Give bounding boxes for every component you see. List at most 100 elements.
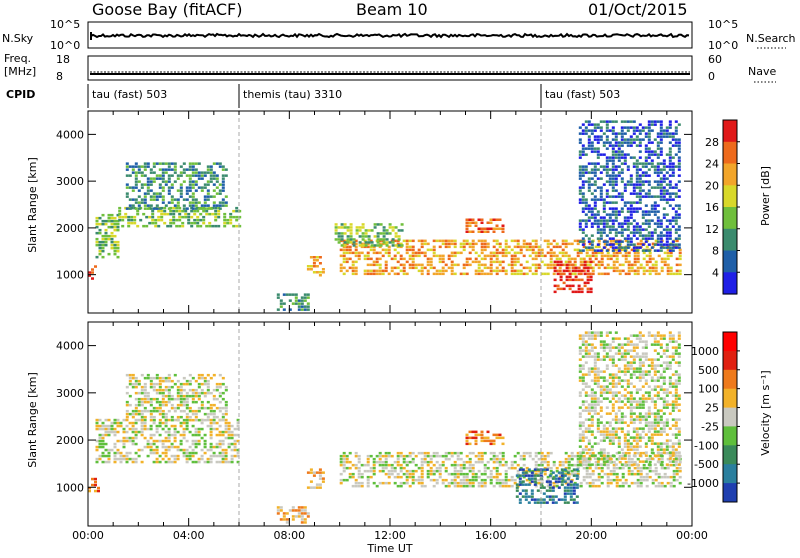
data-cell: [433, 455, 436, 458]
data-cell: [657, 165, 660, 168]
data-cell: [627, 445, 630, 448]
data-cell: [582, 367, 585, 370]
data-cell: [341, 238, 344, 241]
data-cell: [195, 380, 198, 383]
data-cell: [383, 229, 386, 232]
data-cell: [637, 252, 640, 255]
data-cell: [514, 479, 517, 482]
data-cell: [672, 216, 675, 219]
data-cell: [663, 424, 666, 427]
data-cell: [198, 177, 201, 180]
data-cell: [564, 489, 567, 492]
data-cell: [490, 479, 493, 482]
data-cell: [531, 489, 534, 492]
data-cell: [667, 273, 670, 276]
data-cell: [496, 476, 499, 479]
data-cell: [558, 480, 561, 483]
data-cell: [129, 413, 132, 416]
data-cell: [301, 299, 304, 302]
data-cell: [301, 506, 304, 509]
data-cell: [373, 467, 376, 470]
data-cell: [621, 352, 624, 355]
data-cell: [594, 249, 597, 252]
data-cell: [175, 207, 178, 210]
data-cell: [184, 216, 187, 219]
data-cell: [592, 252, 595, 255]
data-cell: [606, 135, 609, 138]
data-cell: [619, 485, 622, 488]
data-cell: [129, 186, 132, 189]
data-cell: [365, 244, 368, 247]
data-cell: [144, 383, 147, 386]
data-cell: [192, 207, 195, 210]
data-cell: [292, 518, 295, 521]
data-cell: [639, 388, 642, 391]
data-cell: [634, 482, 637, 485]
data-cell: [144, 168, 147, 171]
data-cell: [484, 258, 487, 261]
data-cell: [675, 132, 678, 135]
data-cell: [124, 213, 127, 216]
data-cell: [91, 478, 94, 481]
data-cell: [534, 474, 537, 477]
data-cell: [660, 120, 663, 123]
data-cell: [603, 349, 606, 352]
data-cell: [552, 486, 555, 489]
data-cell: [228, 446, 231, 449]
data-cell: [144, 204, 147, 207]
data-cell: [639, 207, 642, 210]
data-cell: [292, 302, 295, 305]
data-cell: [618, 210, 621, 213]
data-cell: [313, 262, 316, 265]
data-cell: [301, 305, 304, 308]
data-cell: [637, 258, 640, 261]
data-cell: [621, 222, 624, 225]
data-cell: [615, 135, 618, 138]
data-cell: [673, 470, 676, 473]
data-cell: [582, 192, 585, 195]
data-cell: [618, 406, 621, 409]
data-cell: [433, 473, 436, 476]
data-cell: [654, 204, 657, 207]
data-cell: [156, 162, 159, 165]
data-cell: [591, 400, 594, 403]
data-cell: [565, 458, 568, 461]
data-cell: [637, 479, 640, 482]
data-cell: [639, 445, 642, 448]
data-cell: [409, 264, 412, 267]
data-cell: [618, 225, 621, 228]
data-cell: [433, 246, 436, 249]
data-cell: [582, 201, 585, 204]
data-cell: [636, 376, 639, 379]
data-cell: [600, 385, 603, 388]
data-cell: [204, 392, 207, 395]
data-cell: [292, 506, 295, 509]
data-cell: [472, 479, 475, 482]
data-cell: [568, 464, 571, 467]
data-cell: [338, 241, 341, 244]
data-cell: [358, 258, 361, 261]
data-cell: [637, 470, 640, 473]
data-cell: [114, 422, 117, 425]
data-cell: [150, 416, 153, 419]
data-cell: [229, 222, 232, 225]
data-cell: [460, 473, 463, 476]
data-cell: [409, 470, 412, 473]
data-cell: [469, 461, 472, 464]
data-cell: [563, 288, 566, 291]
data-cell: [645, 343, 648, 346]
data-cell: [661, 258, 664, 261]
data-cell: [96, 428, 99, 431]
data-cell: [555, 495, 558, 498]
data-cell: [159, 422, 162, 425]
data-cell: [436, 455, 439, 458]
data-cell: [575, 267, 578, 270]
data-cell: [609, 382, 612, 385]
data-cell: [565, 246, 568, 249]
data-cell: [663, 177, 666, 180]
data-cell: [640, 452, 643, 455]
data-cell: [648, 334, 651, 337]
data-cell: [394, 482, 397, 485]
data-cell: [597, 334, 600, 337]
data-cell: [397, 473, 400, 476]
